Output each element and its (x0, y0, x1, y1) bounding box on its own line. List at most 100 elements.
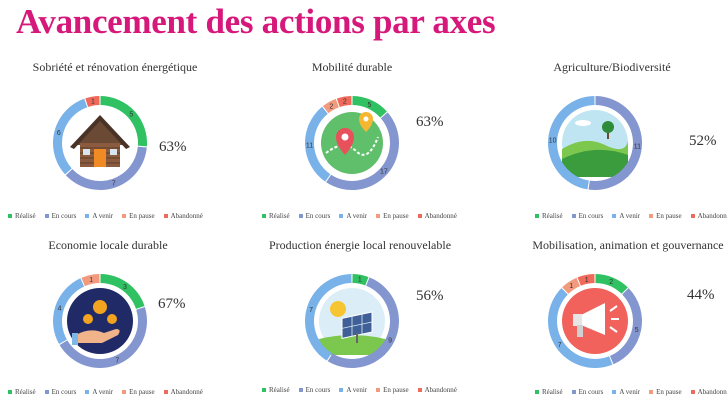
chart-panel-mobilisation: Mobilisation, animation et gouvernance 2… (485, 238, 727, 406)
legend-swatch (163, 390, 168, 394)
chart-panel-agriculture: Agriculture/Biodiversité 11 10 52% Réalis… (485, 60, 727, 236)
chart-legend: Réalisé En cours A venir En pause Abandonné (535, 212, 727, 220)
chart-legend: Réalisé En cours A venir En pause Abandonné (8, 212, 203, 220)
chart-title: Mobilisation, animation et gouvernance (532, 238, 724, 252)
donut-segment-Réalisé (595, 274, 628, 294)
legend-item: En cours (44, 388, 77, 396)
legend-item: A venir (612, 388, 640, 396)
donut-segment-Réalisé (100, 96, 147, 147)
legend-item: Réalisé (262, 212, 290, 220)
legend-label: Abandonné (424, 386, 457, 394)
donut-chart: 2 5 7 1 1 (548, 274, 642, 368)
chart-legend: Réalisé En cours A venir En pause Abandonné (535, 388, 727, 396)
segment-value-label: 7 (115, 357, 119, 364)
legend-swatch (44, 214, 49, 218)
legend-label: En cours (305, 212, 331, 220)
map-route-icon (321, 112, 383, 174)
segment-value-label: 2 (343, 99, 347, 106)
legend-item: Abandonné (163, 388, 203, 396)
legend-label: En pause (129, 388, 155, 396)
page-title: Avancement des actions par axes (16, 2, 496, 41)
legend-swatch (649, 214, 654, 218)
percent-label: 67% (158, 296, 186, 312)
legend-label: En pause (383, 212, 409, 220)
legend-swatch (122, 214, 127, 218)
segment-value-label: 5 (635, 327, 639, 334)
legend-item: En cours (571, 388, 603, 396)
chart-legend: Réalisé En cours A venir En pause Abandonné (262, 386, 457, 394)
legend-item: Abandonné (417, 386, 457, 394)
segment-value-label: 7 (558, 342, 562, 349)
legend-swatch (8, 390, 12, 394)
chart-title: Production énergie local renouvelable (268, 238, 452, 252)
legend-swatch (262, 388, 266, 392)
segment-value-label: 7 (309, 307, 313, 314)
chart-panel-mobilite: Mobilité durable 5 17 11 2 2 63% Réalisé En c… (240, 60, 482, 236)
legend-label: Abandonné (697, 212, 727, 220)
legend-item: Réalisé (8, 388, 36, 396)
legend-label: En cours (51, 212, 77, 220)
legend-label: A venir (346, 386, 368, 394)
segment-value-label: 2 (609, 279, 613, 286)
legend-item: En pause (376, 386, 409, 394)
donut-segment-En cours (59, 307, 148, 368)
legend-swatch (163, 214, 168, 218)
legend-swatch (376, 214, 381, 218)
legend-swatch (649, 390, 654, 394)
legend-swatch (85, 214, 90, 218)
percent-label: 63% (416, 114, 444, 130)
legend-item: Réalisé (535, 388, 563, 396)
donut-segment-Abandonné (85, 96, 100, 107)
donut-segment-En cours (327, 277, 399, 368)
legend-label: A venir (346, 212, 368, 220)
legend-swatch (85, 390, 90, 394)
legend-label: En pause (383, 386, 409, 394)
legend-label: Abandonné (697, 388, 727, 396)
legend-swatch (262, 214, 266, 218)
donut-chart: 3 7 4 1 (52, 274, 148, 368)
legend-swatch (571, 390, 576, 394)
legend-swatch (417, 214, 422, 218)
segment-value-label: 10 (549, 137, 557, 144)
legend-label: Réalisé (269, 386, 290, 394)
donut-segment-En cours (326, 112, 400, 191)
legend-label: En cours (305, 386, 331, 394)
legend-label: En pause (656, 388, 682, 396)
legend-swatch (8, 214, 12, 218)
donut-segment-Abandonné (336, 96, 352, 108)
segment-value-label: 6 (57, 130, 61, 137)
legend-label: Réalisé (15, 212, 36, 220)
legend-swatch (535, 214, 539, 218)
segment-value-label: 2 (329, 103, 333, 110)
legend-item: En pause (376, 212, 409, 220)
legend-label: A venir (619, 212, 641, 220)
donut-segment-A venir (52, 278, 85, 345)
legend-label: En cours (51, 388, 77, 396)
legend-swatch (122, 390, 127, 394)
segment-value-label: 17 (380, 169, 388, 176)
donut-segment-Réalisé (352, 274, 369, 286)
legend-item: Réalisé (8, 212, 36, 220)
legend-item: A venir (612, 212, 640, 220)
percent-label: 56% (416, 288, 444, 304)
legend-swatch (612, 214, 617, 218)
donut-chart: 11 10 (548, 96, 642, 190)
legend-item: Réalisé (262, 386, 290, 394)
segment-value-label: 11 (634, 144, 641, 151)
solar-panel-icon (319, 288, 385, 355)
donut-segment-En pause (562, 277, 581, 294)
legend-label: Réalisé (542, 388, 563, 396)
legend-swatch (339, 388, 344, 392)
megaphone-icon (562, 288, 628, 354)
legend-item: En pause (122, 212, 155, 220)
chart-legend: Réalisé En cours A venir En pause Abandonné (262, 212, 457, 220)
chart-panel-production: Production énergie local renouvelable 1 9… (240, 238, 482, 406)
segment-value-label: 1 (358, 277, 362, 284)
donut-segment-En cours (609, 288, 642, 365)
chart-title: Agriculture/Biodiversité (553, 60, 671, 74)
segment-value-label: 3 (123, 284, 127, 291)
legend-item: A venir (339, 212, 367, 220)
legend-item: Abandonné (417, 212, 457, 220)
donut-segment-A venir (305, 106, 331, 182)
legend-item: En pause (649, 388, 682, 396)
